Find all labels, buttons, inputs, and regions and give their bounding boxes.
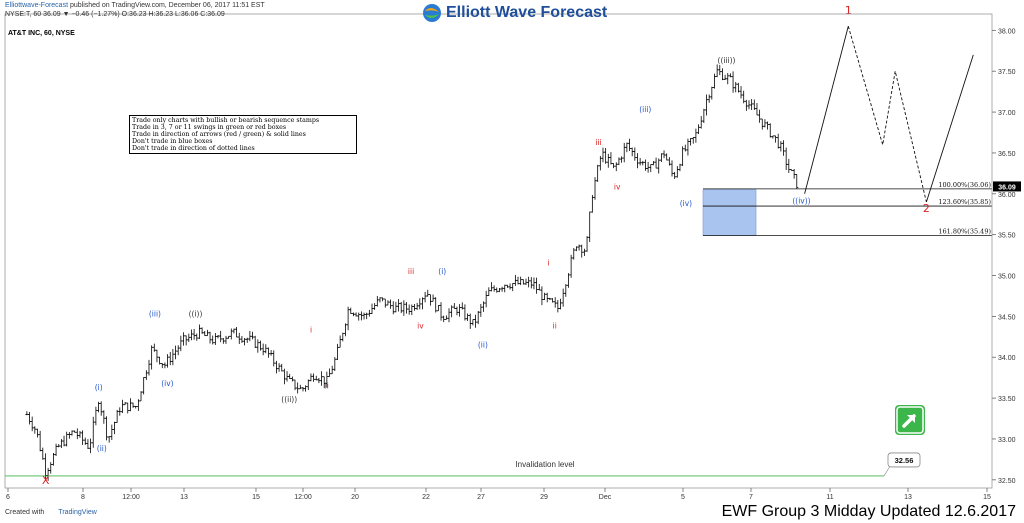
rule-line: Don't trade in blue boxes <box>132 138 213 146</box>
x-tick-label: Dec <box>599 494 612 501</box>
projection-dashed-line <box>847 26 927 203</box>
fib-level-label: 100.00%(36.06) <box>938 181 991 189</box>
rule-line: Trade in direction of arrows (red / gree… <box>132 131 306 139</box>
wave-label: (ii) <box>478 340 488 349</box>
wave-label: (iv) <box>161 379 173 388</box>
candles <box>25 64 799 481</box>
x-tick-label: 13 <box>180 494 188 501</box>
x-tick-label: 29 <box>540 494 548 501</box>
x-tick-label: 15 <box>983 494 991 501</box>
wave-label: i <box>547 259 549 268</box>
logo-text: Elliott Wave Forecast <box>446 4 608 21</box>
blue-box <box>702 189 757 236</box>
y-tick-label: 38.00 <box>998 28 1016 35</box>
wave-label: (i) <box>438 267 446 276</box>
bullish-arrow-icon <box>895 405 925 435</box>
y-tick-label: 33.50 <box>998 396 1016 403</box>
y-tick-label: 35.50 <box>998 233 1016 240</box>
x-tick-label: 8 <box>81 494 85 501</box>
y-tick-label: 37.50 <box>998 69 1016 76</box>
x-tick-label: 11 <box>826 494 833 501</box>
projection-solid-line <box>925 54 974 203</box>
wave-label: (ii) <box>97 444 107 453</box>
x-tick-label: 13 <box>904 494 912 501</box>
y-tick-label: 36.50 <box>998 151 1016 158</box>
x-tick-label: 15 <box>252 494 260 501</box>
wave-label: 1 <box>845 4 852 17</box>
wave-label: i <box>310 326 312 335</box>
current-price-value: 36.09 <box>998 184 1016 191</box>
wave-label: iii <box>408 267 414 276</box>
wave-label: iv <box>417 322 424 331</box>
wave-label: (iii) <box>149 309 161 318</box>
wave-label: ii <box>553 322 557 331</box>
symbol-label: AT&T INC, 60, NYSE <box>8 30 75 37</box>
wave-label: ((iv)) <box>792 197 810 206</box>
footer-created: Created with TradingView <box>5 509 97 516</box>
y-tick-label: 36.00 <box>998 192 1016 199</box>
fib-level-label: 161.80%(35.49) <box>938 227 991 235</box>
x-tick-label: 12:00 <box>122 494 140 501</box>
wave-label: ((i)) <box>189 309 203 318</box>
wave-label: (iv) <box>680 199 692 208</box>
wave-label: (i) <box>95 383 103 392</box>
current-price-tag <box>993 181 1021 192</box>
globe-logo-icon <box>423 4 441 22</box>
wave-label: X <box>42 474 50 487</box>
invalidation-value: 32.56 <box>895 456 914 465</box>
x-tick-label: 5 <box>681 494 685 501</box>
publish-info: Elliottwave-Forecast published on Tradin… <box>5 2 265 9</box>
x-tick-label: 7 <box>749 494 753 501</box>
rule-line: Trade only charts with bullish or bearis… <box>132 117 320 124</box>
ohlc-readout: NYSE:T, 60 36.09 ▼ −0.46 (−1.27%) O:36.2… <box>5 11 225 18</box>
y-tick-label: 37.00 <box>998 110 1016 117</box>
y-tick-label: 32.50 <box>998 478 1016 485</box>
wave-label: ii <box>325 381 329 390</box>
x-tick-label: 27 <box>477 494 485 501</box>
wave-label: 2 <box>923 202 930 215</box>
tradingview-link[interactable]: TradingView <box>58 509 97 516</box>
wave-label: iii <box>595 138 601 147</box>
created-with-text: Created with <box>5 509 45 516</box>
trading-rules-box: Trade only charts with bullish or bearis… <box>129 115 357 155</box>
projection-solid-line <box>804 26 849 194</box>
y-tick-label: 34.00 <box>998 355 1016 362</box>
y-tick-label: 35.00 <box>998 274 1016 281</box>
x-tick-label: 12:00 <box>294 494 312 501</box>
invalidation-callout <box>887 452 921 468</box>
wave-label: ((ii)) <box>281 395 297 404</box>
rule-line: Don't trade in direction of dotted lines <box>132 145 255 153</box>
chart-caption: EWF Group 3 Midday Updated 12.6.2017 <box>721 503 1016 520</box>
publisher-link[interactable]: Elliottwave-Forecast <box>5 2 69 9</box>
published-text: published on TradingView.com, December 0… <box>68 2 265 9</box>
plot-frame <box>4 13 993 489</box>
wave-label: ((iii)) <box>718 56 736 65</box>
fib-level-label: 123.60%(35.85) <box>938 198 991 206</box>
logo: Elliott Wave Forecast <box>422 2 607 24</box>
wave-label: (iii) <box>639 105 651 114</box>
wave-label: iv <box>614 183 621 192</box>
invalidation-label: Invalidation level <box>515 460 574 469</box>
x-tick-label: 20 <box>351 494 359 501</box>
y-tick-label: 33.00 <box>998 437 1016 444</box>
y-tick-label: 34.50 <box>998 314 1016 321</box>
rule-line: Trade in 3, 7 or 11 swings in green or r… <box>132 124 287 132</box>
x-tick-label: 6 <box>6 494 10 501</box>
x-tick-label: 22 <box>422 494 430 501</box>
